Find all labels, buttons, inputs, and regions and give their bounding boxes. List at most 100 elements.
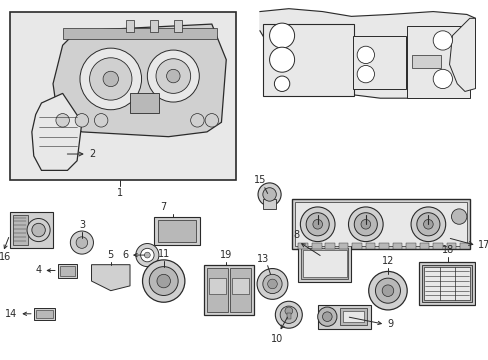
Circle shape (141, 248, 154, 262)
Circle shape (166, 69, 180, 83)
Bar (459, 243, 469, 249)
Circle shape (382, 285, 393, 296)
Circle shape (300, 207, 334, 242)
Polygon shape (448, 18, 474, 91)
Bar (294, 202, 466, 246)
Circle shape (450, 209, 466, 224)
Circle shape (274, 76, 289, 91)
Text: 15: 15 (253, 175, 265, 185)
Circle shape (285, 307, 292, 315)
Bar (342, 311, 363, 323)
Bar (62, 28, 216, 40)
Polygon shape (91, 265, 130, 291)
Bar (432, 243, 442, 249)
Polygon shape (32, 93, 81, 170)
Bar (353, 36, 406, 89)
Bar (352, 243, 361, 249)
Circle shape (267, 279, 277, 289)
Bar (126, 20, 134, 32)
Text: 4: 4 (35, 265, 41, 275)
Text: 5: 5 (107, 250, 114, 260)
Circle shape (262, 274, 282, 293)
Circle shape (32, 223, 45, 237)
Bar (262, 24, 353, 96)
Circle shape (76, 237, 87, 248)
Text: 9: 9 (386, 319, 392, 329)
Text: 3: 3 (79, 220, 85, 230)
Bar (446, 243, 455, 249)
Bar (206, 267, 228, 312)
Circle shape (305, 213, 328, 236)
Bar (291, 199, 469, 249)
Text: 6: 6 (122, 250, 128, 260)
Bar (406, 243, 415, 249)
Circle shape (410, 207, 445, 242)
Bar (150, 20, 158, 32)
Circle shape (353, 213, 377, 236)
Circle shape (204, 114, 218, 127)
Circle shape (322, 312, 331, 321)
Bar (208, 278, 226, 293)
Circle shape (156, 59, 190, 93)
Bar (338, 243, 348, 249)
Bar (130, 93, 159, 113)
Text: 17: 17 (477, 240, 488, 251)
Bar (407, 26, 469, 98)
Circle shape (269, 47, 294, 72)
Circle shape (147, 50, 199, 102)
Circle shape (103, 71, 118, 87)
Text: 1: 1 (117, 188, 123, 198)
Bar (298, 246, 351, 282)
Circle shape (257, 269, 287, 300)
Bar (411, 55, 440, 68)
Circle shape (75, 114, 88, 127)
Circle shape (70, 231, 93, 254)
Text: 11: 11 (157, 249, 169, 259)
Circle shape (136, 243, 159, 267)
Bar (158, 220, 196, 242)
Bar (10, 212, 53, 248)
Bar (58, 264, 77, 278)
Circle shape (142, 260, 184, 302)
Text: 8: 8 (293, 230, 299, 240)
Circle shape (360, 220, 370, 229)
Bar (365, 243, 375, 249)
Circle shape (144, 252, 150, 258)
Bar (311, 243, 321, 249)
Circle shape (317, 307, 336, 326)
Text: 19: 19 (220, 250, 232, 260)
Polygon shape (260, 9, 474, 98)
Circle shape (157, 274, 170, 288)
Circle shape (280, 306, 297, 323)
Circle shape (312, 220, 322, 229)
Bar (301, 248, 348, 279)
Bar (317, 305, 370, 329)
Circle shape (89, 58, 132, 100)
Circle shape (190, 114, 203, 127)
Bar (325, 243, 334, 249)
Circle shape (356, 46, 374, 64)
Circle shape (275, 301, 302, 328)
Bar (13, 215, 28, 246)
Bar (262, 199, 276, 209)
Circle shape (27, 219, 50, 242)
Circle shape (348, 207, 383, 242)
Bar (60, 266, 75, 276)
Bar (379, 243, 388, 249)
Bar (392, 243, 402, 249)
Bar (230, 267, 251, 312)
Text: 14: 14 (5, 309, 18, 319)
Bar (423, 267, 469, 300)
Bar (418, 262, 474, 305)
Circle shape (432, 31, 451, 50)
Circle shape (416, 213, 439, 236)
Circle shape (375, 278, 400, 303)
Circle shape (94, 114, 108, 127)
Bar (303, 250, 346, 277)
Bar (339, 308, 366, 325)
Text: 16: 16 (0, 252, 11, 262)
Circle shape (262, 188, 276, 201)
Text: 2: 2 (89, 149, 96, 159)
Circle shape (56, 114, 69, 127)
Circle shape (423, 220, 432, 229)
